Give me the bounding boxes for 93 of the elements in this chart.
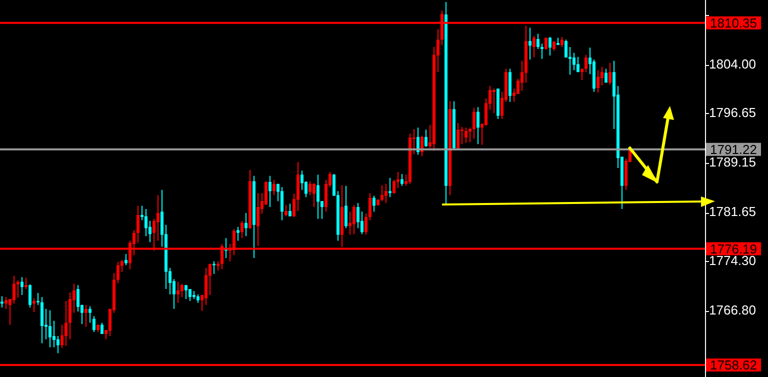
ref-line-label: 1810.35 xyxy=(710,15,757,30)
candlestick xyxy=(52,320,56,348)
candlestick xyxy=(400,173,404,186)
candlestick xyxy=(28,284,32,308)
candlestick xyxy=(536,33,540,50)
candlestick xyxy=(600,66,604,86)
candlestick xyxy=(460,126,464,145)
candlestick xyxy=(180,283,184,298)
candlestick xyxy=(124,253,128,266)
candlestick xyxy=(176,281,180,304)
candlestick xyxy=(148,220,152,243)
candlestick xyxy=(532,35,536,58)
candlestick xyxy=(184,284,188,300)
candlestick xyxy=(548,36,552,56)
candlestick xyxy=(596,70,600,94)
candlestick xyxy=(264,180,268,206)
candlestick xyxy=(368,192,372,221)
candlestick xyxy=(92,316,96,333)
candlestick xyxy=(552,40,556,52)
candlestick xyxy=(508,68,512,102)
candlestick xyxy=(188,288,192,302)
candlestick xyxy=(12,275,16,304)
candlestick xyxy=(352,204,356,235)
candlestick xyxy=(236,226,240,242)
y-tick-label: 1789.15 xyxy=(709,154,756,170)
candlestick xyxy=(240,220,244,239)
candlestick xyxy=(608,62,612,86)
candlestick xyxy=(156,194,160,242)
y-tick-label: 1796.65 xyxy=(709,105,756,120)
candlestick xyxy=(20,276,24,296)
candlestick xyxy=(380,184,384,202)
candlestick xyxy=(56,335,60,354)
candlestick xyxy=(472,107,476,140)
candlestick xyxy=(576,56,580,73)
candlestick xyxy=(492,88,496,114)
candlestick xyxy=(280,186,284,221)
candlestick xyxy=(360,211,364,235)
candlestick xyxy=(40,296,44,344)
candlestick xyxy=(32,298,36,313)
candlestick xyxy=(528,27,532,60)
candlestick xyxy=(544,37,548,50)
candlestick xyxy=(424,129,428,148)
candlestick xyxy=(284,204,288,217)
ref-line-label: 1758.62 xyxy=(710,358,757,373)
y-tick-label: 1766.80 xyxy=(709,302,756,318)
candlestick xyxy=(316,174,320,220)
candlestick xyxy=(468,127,472,143)
candlestick xyxy=(604,68,608,84)
candlestick xyxy=(88,306,92,324)
candlestick xyxy=(244,212,248,237)
candlestick xyxy=(540,43,544,60)
candlestick xyxy=(388,177,392,198)
candlestick xyxy=(84,304,88,328)
candlestick xyxy=(68,292,72,340)
candlestick xyxy=(572,52,576,71)
candlestick xyxy=(216,260,220,272)
candlestick xyxy=(144,208,148,237)
candlestick xyxy=(364,213,368,236)
ref-line-label: 1791.22 xyxy=(710,142,757,157)
candlestick xyxy=(4,296,8,310)
candlestick xyxy=(60,324,64,348)
candlestick xyxy=(64,300,68,346)
candlestick xyxy=(288,203,292,217)
candlestick xyxy=(356,202,360,229)
candlestick xyxy=(384,183,388,204)
candlestick xyxy=(308,180,312,196)
candlestick xyxy=(476,106,480,145)
candlestick xyxy=(208,263,212,296)
candlestick xyxy=(300,170,304,190)
y-tick-label: 1804.00 xyxy=(709,56,756,72)
candlestick xyxy=(24,277,28,290)
candlestick xyxy=(464,127,468,144)
candlestick xyxy=(268,175,272,208)
candlestick xyxy=(348,211,352,236)
candlestick xyxy=(16,280,20,298)
candlestick xyxy=(0,296,4,308)
candlestick xyxy=(584,54,588,73)
candlestick xyxy=(116,261,120,284)
candlestick xyxy=(48,310,52,348)
candlestick xyxy=(272,179,276,196)
candlestick xyxy=(372,195,376,212)
candlestick xyxy=(256,192,260,247)
y-tick-label: 1781.65 xyxy=(709,204,756,220)
candlestick xyxy=(36,292,40,306)
candlestick xyxy=(560,36,564,48)
candlestick xyxy=(312,182,316,208)
candlestick xyxy=(564,39,568,58)
candlestick xyxy=(392,179,396,194)
candlestick xyxy=(76,284,80,312)
candlestick xyxy=(204,267,208,306)
candlestick xyxy=(136,205,140,244)
candlestick xyxy=(344,185,348,229)
candlestick xyxy=(456,122,460,150)
